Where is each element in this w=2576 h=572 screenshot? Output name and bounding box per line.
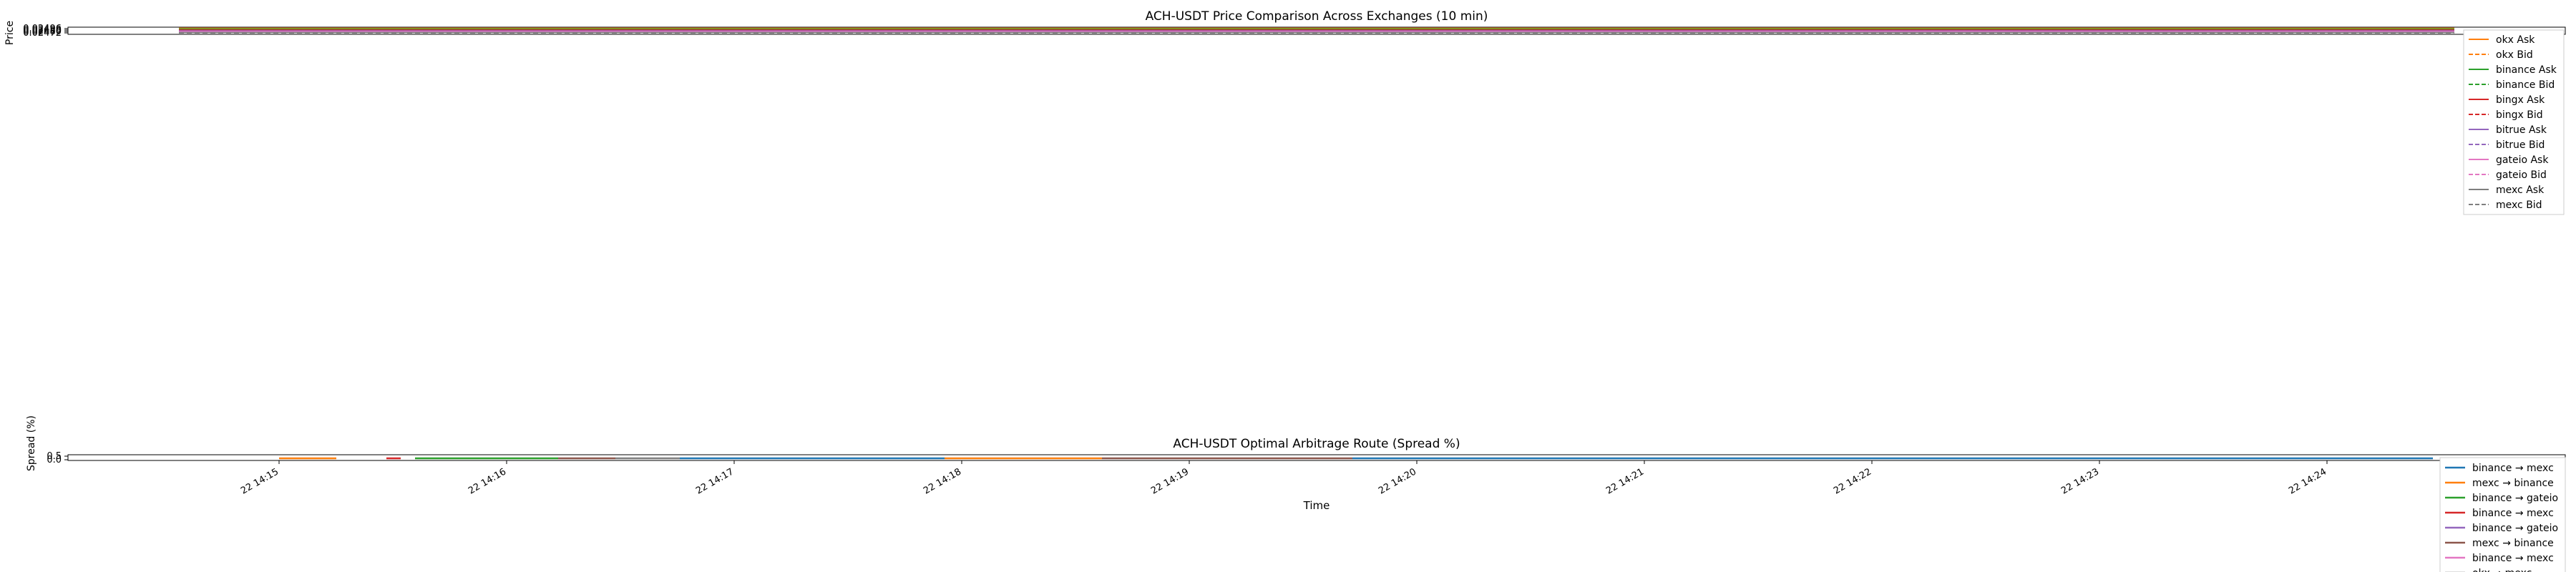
spread-chart: ACH-USDT Optimal Arbitrage Route (Spread… [26, 415, 2566, 572]
price-legend-label: okx Bid [2496, 49, 2533, 61]
spread-x-tick-label: 22 14:17 [694, 466, 736, 496]
spread-y-tick-label: 0.0 [47, 455, 62, 465]
spread-legend-label: mexc → binance [2472, 538, 2554, 549]
spread-x-tick-label: 22 14:21 [1604, 466, 1646, 496]
spread-legend-label: binance → mexc [2472, 463, 2554, 474]
spread-x-tick-label: 22 14:22 [1832, 466, 1873, 496]
price-legend-label: okx Ask [2496, 34, 2535, 46]
price-legend-label: bingx Ask [2496, 94, 2545, 106]
spread-x-tick-label: 22 14:18 [922, 466, 963, 496]
price-legend-label: bitrue Bid [2496, 139, 2545, 151]
price-legend-label: bitrue Ask [2496, 124, 2547, 136]
spread-y-label: Spread (%) [26, 415, 37, 471]
spread-legend-label: binance → mexc [2472, 508, 2554, 519]
price-legend-label: mexc Bid [2496, 199, 2542, 211]
price-chart-title: ACH-USDT Price Comparison Across Exchang… [1146, 9, 1488, 24]
price-y-tick-label: 0.02496 [23, 24, 62, 34]
price-series-lines [179, 27, 2454, 34]
spread-legend-label: binance → gateio [2472, 523, 2558, 534]
spread-x-tick-label: 22 14:24 [2287, 466, 2328, 496]
price-legend-label: mexc Ask [2496, 184, 2545, 196]
spread-x-tick-label: 22 14:19 [1149, 466, 1191, 496]
spread-x-ticks: 22 14:15 22 14:16 22 14:17 22 14:18 22 14:19… [239, 460, 2328, 497]
price-legend-label: binance Bid [2496, 79, 2555, 91]
price-legend-label: gateio Ask [2496, 154, 2549, 166]
spread-legend-label: mexc → binance [2472, 478, 2554, 489]
spread-x-tick-label: 22 14:23 [2059, 466, 2101, 496]
spread-legend-label: okx → mexc [2472, 568, 2532, 572]
price-legend-label: binance Ask [2496, 64, 2557, 76]
price-chart: ACH-USDT Price Comparison Across Exchang… [4, 9, 2566, 215]
price-legend-label: gateio Bid [2496, 169, 2547, 181]
spread-legend-label: binance → mexc [2472, 553, 2554, 564]
spread-x-tick-label: 22 14:20 [1377, 466, 1418, 496]
spread-x-label: Time [1303, 499, 1330, 512]
spread-chart-title: ACH-USDT Optimal Arbitrage Route (Spread… [1173, 437, 1460, 451]
spread-legend: binance → mexc mexc → binance binance → ga… [2439, 457, 2566, 572]
price-legend: okx Ask okx Bid binance Ask binance Bid bing… [2463, 29, 2565, 215]
price-y-tick-label: 0.02472 [23, 28, 62, 39]
price-y-label: Price [4, 21, 16, 45]
spread-legend-frame [2439, 457, 2566, 572]
price-legend-frame [2463, 29, 2565, 215]
price-y-tick-label: 0.02480 [23, 26, 62, 37]
spread-legend-label: binance → gateio [2472, 493, 2558, 504]
spread-y-tick-label: 0.5 [47, 451, 62, 462]
spread-y-ticks: 0.00.5 [47, 451, 68, 465]
spread-x-tick-label: 22 14:15 [239, 466, 280, 496]
price-y-tick-label: 0.02488 [23, 25, 62, 36]
spread-x-tick-label: 22 14:16 [467, 466, 508, 496]
price-legend-label: bingx Bid [2496, 109, 2543, 121]
